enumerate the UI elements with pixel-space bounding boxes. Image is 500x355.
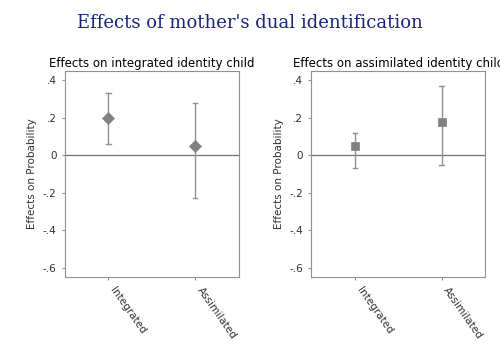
Title: Effects on assimilated identity child: Effects on assimilated identity child [292,57,500,70]
Text: Effects of mother's dual identification: Effects of mother's dual identification [77,14,423,32]
Y-axis label: Effects on Probability: Effects on Probability [274,119,284,229]
Y-axis label: Effects on Probability: Effects on Probability [28,119,38,229]
Title: Effects on integrated identity child: Effects on integrated identity child [49,57,255,70]
